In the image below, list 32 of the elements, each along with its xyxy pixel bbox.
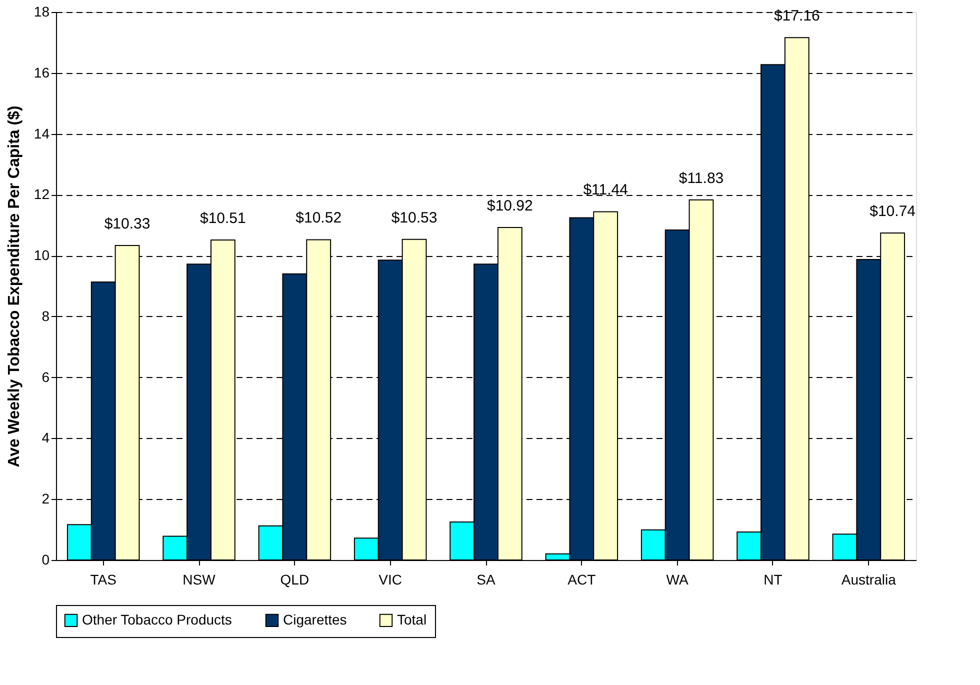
legend-label: Cigarettes [283,611,347,628]
data-label: $11.44 [583,182,628,199]
y-tick-label: 8 [42,308,50,324]
x-tick-label: WA [666,572,689,588]
x-tick-label: SA [476,572,496,588]
y-tick-label: 6 [42,368,50,385]
legend-label: Total [397,611,427,628]
data-label: $10.74 [870,203,916,220]
data-label: $10.33 [104,216,150,233]
y-tick-label: 16 [34,64,50,80]
y-tick-label: 12 [34,186,50,202]
x-tick-label: VIC [378,572,402,588]
data-label: $10.51 [200,210,246,228]
y-tick-label: 10 [34,247,50,264]
x-tick-label: NT [764,572,783,588]
x-tick-label: NSW [182,572,216,588]
x-tick-label: TAS [90,572,116,588]
data-label: $10.53 [391,209,438,226]
y-tick-label: 18 [34,4,50,20]
data-label: $17.16 [774,8,820,25]
x-tick-label: ACT [568,572,596,588]
y-tick-label: 4 [42,430,50,446]
x-tick-label: Australia [841,572,896,588]
data-label: $11.83 [678,170,724,187]
legend-label: Other Tobacco Products [82,611,232,628]
data-label: $10.92 [486,198,533,215]
x-tick-label: QLD [280,572,310,588]
y-tick-label: 0 [42,552,50,568]
y-axis-title: Ave Weekly Tobacco Expenditure Per Capita ($) [6,106,23,468]
y-tick-label: 14 [34,125,50,142]
y-tick-label: 2 [42,490,50,507]
data-label: $10.52 [296,210,342,227]
